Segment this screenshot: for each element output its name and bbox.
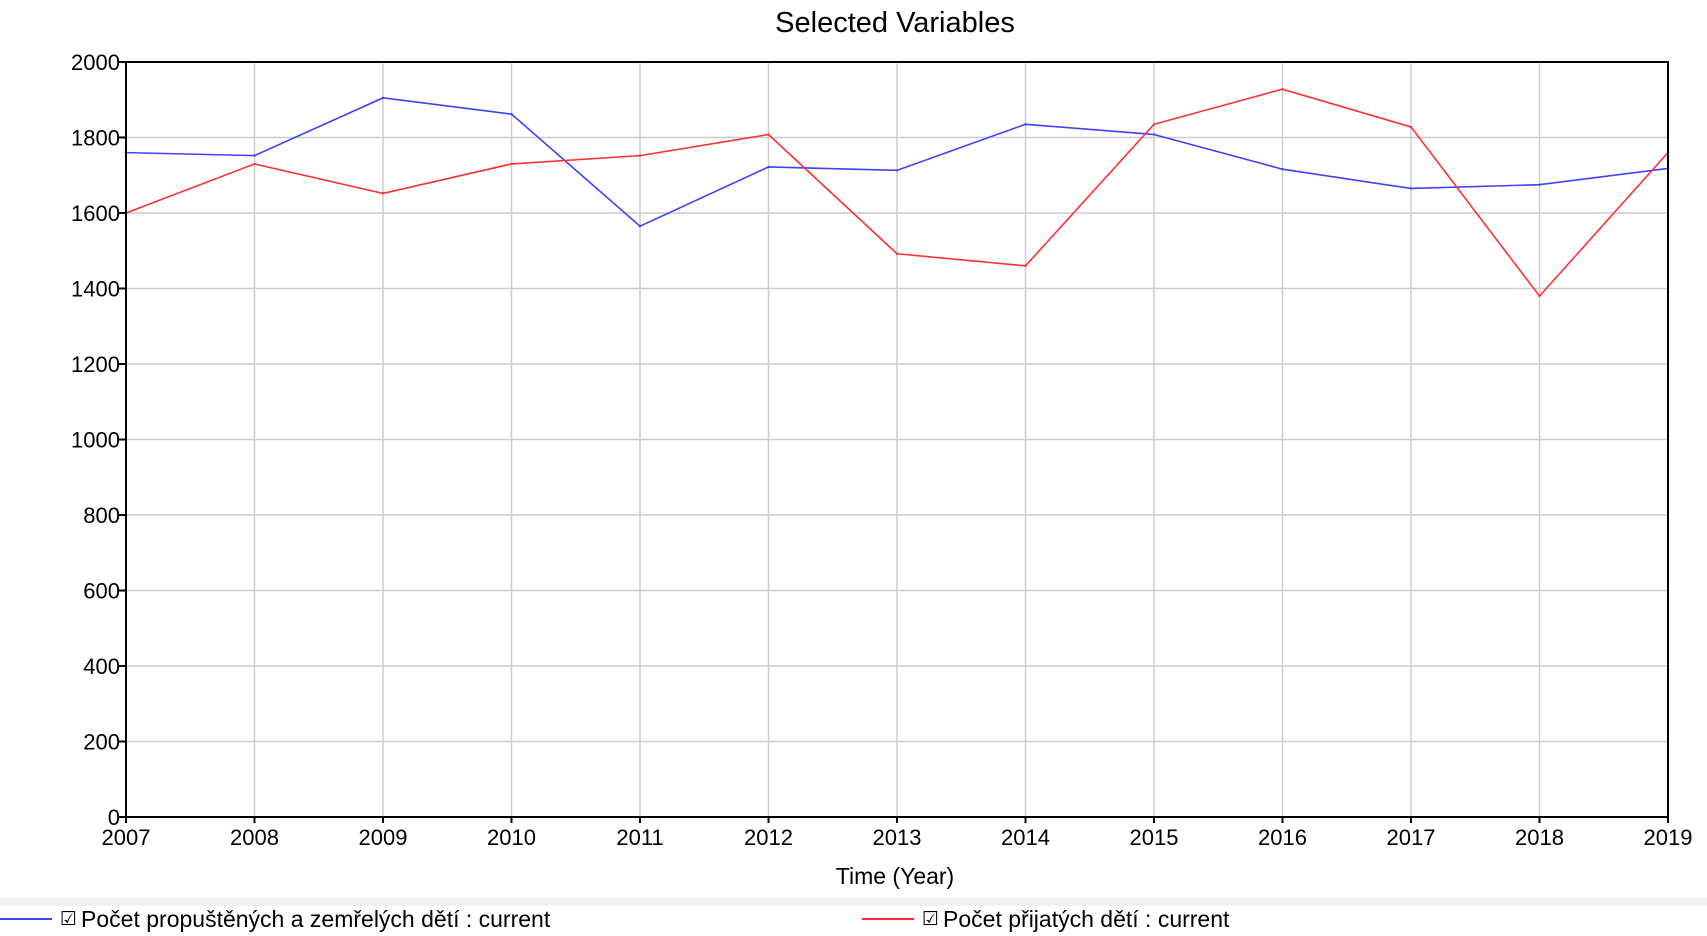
y-tick-label: 2000 (71, 50, 120, 75)
y-tick-label: 200 (83, 730, 120, 755)
grid-lines (126, 62, 1668, 817)
series-1-point (253, 162, 256, 166)
x-tick-label: 2007 (102, 825, 151, 850)
x-tick-label: 2012 (744, 825, 793, 850)
y-tick-label: 400 (83, 654, 120, 679)
series-0-point (767, 165, 770, 169)
y-tick-label: 1600 (71, 201, 120, 226)
x-tick-label: 2008 (230, 825, 279, 850)
series-1-point (638, 154, 642, 157)
legend-item-admitted[interactable]: ☑ Počet přijatých dětí : current (862, 902, 1229, 936)
series-0-point (895, 169, 899, 172)
x-tick-label: 2013 (873, 825, 922, 850)
legend-swatch-blue (0, 918, 52, 920)
series-0-point (1409, 187, 1413, 190)
legend-swatch-red (862, 918, 914, 920)
series-layer (124, 87, 1670, 298)
series-1-point (1409, 125, 1413, 129)
x-axis-label: Time (Year) (836, 863, 954, 889)
x-tick-label: 2010 (487, 825, 536, 850)
series-1-point (1152, 123, 1156, 126)
x-tick-label: 2009 (359, 825, 408, 850)
series-0-point (638, 225, 642, 228)
series-0-point (253, 154, 256, 157)
legend-label: Počet propuštěných a zemřelých dětí : cu… (81, 905, 551, 932)
line-chart: Selected Variables 0 200 400 600 800 1000 1200… (71, 7, 1693, 889)
y-tick-label: 1200 (71, 352, 120, 377)
x-tick-label: 2017 (1387, 825, 1436, 850)
series-0-point (1152, 133, 1156, 136)
y-tick-label: 800 (83, 503, 120, 528)
x-tick-label: 2014 (1001, 825, 1050, 850)
series-1-point (767, 133, 770, 136)
series-1-point (1538, 294, 1541, 298)
checkbox-checked-icon[interactable]: ☑ (60, 908, 78, 930)
legend-label: Počet přijatých dětí : current (943, 905, 1230, 932)
y-tick-label: 1800 (71, 126, 120, 151)
series-0-point (510, 112, 513, 116)
series-0-point (1024, 123, 1027, 126)
x-axis-ticks: 2007 2008 2009 2010 2011 2012 2013 2014 2015 2016… (102, 817, 1693, 850)
x-tick-label: 2016 (1258, 825, 1307, 850)
y-tick-label: 600 (83, 579, 120, 604)
series-0-point (381, 96, 385, 100)
series-1-point (381, 192, 385, 195)
series-1-point (895, 252, 899, 255)
series-1-point (510, 162, 513, 166)
series-1-point (1281, 87, 1284, 91)
y-axis-ticks: 0 200 400 600 800 1000 1200 1400 1600 1800 2000 (71, 50, 126, 830)
x-tick-label: 2015 (1130, 825, 1179, 850)
x-tick-label: 2011 (616, 825, 663, 850)
y-tick-label: 0 (108, 805, 120, 830)
y-tick-label: 1000 (71, 428, 120, 453)
x-tick-label: 2019 (1644, 825, 1693, 850)
y-tick-label: 1400 (71, 277, 120, 302)
legend-item-released[interactable]: ☑ Počet propuštěných a zemřelých dětí : … (0, 902, 550, 936)
legend-band (0, 898, 1707, 906)
series-0-point (1538, 183, 1541, 186)
x-tick-label: 2018 (1515, 825, 1564, 850)
series-1-point (1024, 264, 1027, 268)
checkbox-checked-icon[interactable]: ☑ (922, 908, 940, 930)
chart-title: Selected Variables (775, 7, 1015, 39)
series-0-point (1281, 168, 1284, 171)
